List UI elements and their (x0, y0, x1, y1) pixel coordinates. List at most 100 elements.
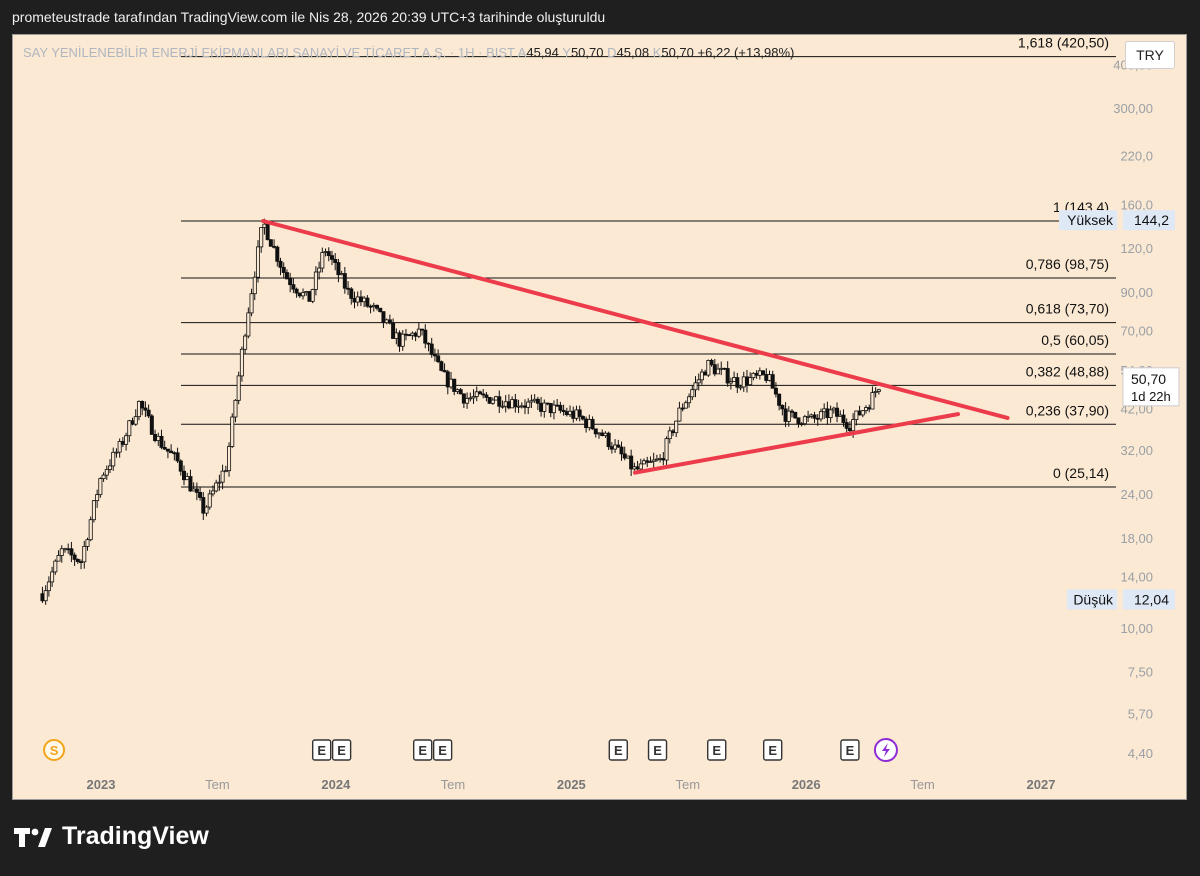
candle-body (79, 561, 84, 563)
candle-body (806, 415, 811, 418)
candle (108, 459, 113, 474)
candle (584, 416, 589, 433)
candle (831, 406, 836, 414)
x-tick-label: Tem (910, 777, 935, 792)
candle (468, 392, 473, 402)
candle (497, 390, 502, 414)
candle-body (529, 400, 534, 403)
candle (876, 388, 881, 395)
candle-body (632, 466, 637, 470)
symbol-title[interactable]: SAY YENİLENEBİLİR ENERJİ EKİPMANLARI SAN… (23, 45, 515, 60)
candle-body (510, 399, 515, 409)
candle-body (394, 332, 399, 339)
candle-body (420, 328, 425, 331)
candle-body (738, 386, 743, 389)
candle-body (712, 364, 717, 375)
candle-body (220, 470, 225, 483)
change-value: +6,22 (+13,98%) (697, 45, 795, 60)
candle-body (645, 460, 650, 463)
candle-body (796, 417, 801, 425)
candle (143, 401, 148, 418)
candle-body (719, 367, 724, 370)
candle (91, 500, 96, 523)
candle-body (169, 450, 174, 454)
y-tick-label: 7,50 (1128, 665, 1153, 680)
candle (757, 367, 762, 380)
candle-body (194, 488, 199, 493)
candle-body (181, 470, 186, 481)
candle-body (613, 444, 618, 450)
candle-body (358, 296, 363, 303)
earnings-event-label: E (337, 743, 346, 758)
candle (375, 304, 380, 311)
candle (696, 373, 701, 391)
candle-body (381, 311, 386, 324)
candle-body (687, 396, 692, 404)
candle-body (188, 476, 193, 492)
currency-button[interactable]: TRY (1125, 41, 1175, 69)
candle (484, 392, 489, 402)
price-label-name: Düşük (1073, 591, 1114, 607)
candle-body (291, 284, 296, 290)
chart-area[interactable]: 400,00300,00220,0160,0120,090,0070,0054,… (12, 34, 1187, 800)
candle-body (407, 334, 412, 337)
candle (548, 403, 553, 418)
candle (835, 402, 840, 423)
candle (751, 372, 756, 381)
candle-body (838, 414, 843, 417)
candle-body (699, 371, 704, 381)
candle-body (564, 411, 569, 416)
candle-body (587, 419, 592, 429)
candle-body (622, 453, 627, 459)
candle (329, 250, 334, 266)
candle (748, 372, 753, 386)
candle (658, 454, 663, 463)
candle (818, 408, 823, 422)
candle-body (227, 446, 232, 472)
candle-body (519, 405, 524, 408)
candle (117, 438, 122, 458)
candle-body (288, 278, 293, 286)
candle (40, 586, 45, 603)
candle (632, 462, 637, 471)
candle (156, 432, 161, 446)
candle-body (674, 420, 679, 434)
candle-body (648, 461, 653, 463)
candle (188, 469, 193, 492)
fib-level-label: 0,236 (37,90) (1026, 402, 1109, 418)
candle-body (494, 396, 499, 401)
candle-body (764, 374, 769, 381)
candle (413, 331, 418, 342)
candle-body (375, 304, 380, 309)
y-tick-label: 70,00 (1120, 324, 1153, 339)
candle (799, 421, 804, 427)
candle (806, 410, 811, 423)
price-chart[interactable]: 400,00300,00220,0160,0120,090,0070,0054,… (13, 35, 1187, 800)
candle (85, 537, 90, 551)
candle-body (278, 260, 283, 268)
candle-body (349, 288, 354, 299)
candle-body (526, 401, 531, 408)
candle (339, 270, 344, 276)
candle (728, 377, 733, 390)
candle-body (403, 333, 408, 336)
candle (687, 393, 692, 408)
candle-body (503, 401, 508, 407)
candle-body (185, 476, 190, 481)
candle-body (481, 393, 486, 396)
candle-body (677, 407, 682, 422)
candle-body (487, 397, 492, 404)
candle-body (793, 411, 798, 419)
candle-body (680, 407, 685, 410)
candle (786, 406, 791, 427)
candle-body (863, 407, 868, 412)
candle-body (265, 223, 270, 241)
candle-body (642, 460, 647, 465)
candle-body (619, 446, 624, 455)
candle (198, 486, 203, 501)
candle-body (362, 297, 367, 303)
candle (336, 258, 341, 283)
candle (320, 247, 325, 273)
candle (777, 393, 782, 411)
tradingview-logo[interactable]: TradingView (14, 822, 209, 851)
